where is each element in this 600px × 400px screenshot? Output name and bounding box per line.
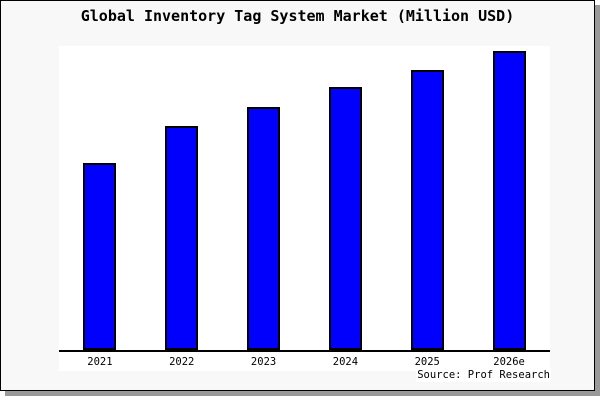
x-tick-label: 2022 <box>169 356 195 368</box>
chart-card: Global Inventory Tag System Market (Mill… <box>0 0 595 391</box>
bar-2023 <box>247 107 281 350</box>
bar-2021 <box>83 163 117 350</box>
x-tick-label: 2023 <box>250 356 277 368</box>
chart-title: Global Inventory Tag System Market (Mill… <box>80 7 515 25</box>
x-tick-label: 2025 <box>414 356 440 368</box>
bar-2026e <box>492 51 526 350</box>
plot-area: 2021 2022 2023 2024 2025 2026e <box>59 46 550 371</box>
bar-2022 <box>165 126 199 350</box>
bar-2025 <box>410 70 444 350</box>
bar-2024 <box>328 87 362 350</box>
x-axis-line <box>59 350 550 352</box>
x-tick-label: 2026e <box>493 356 525 368</box>
x-tick-label: 2024 <box>332 356 359 368</box>
source-note: Source: Prof Research <box>416 368 551 382</box>
x-tick-label: 2021 <box>87 356 113 368</box>
